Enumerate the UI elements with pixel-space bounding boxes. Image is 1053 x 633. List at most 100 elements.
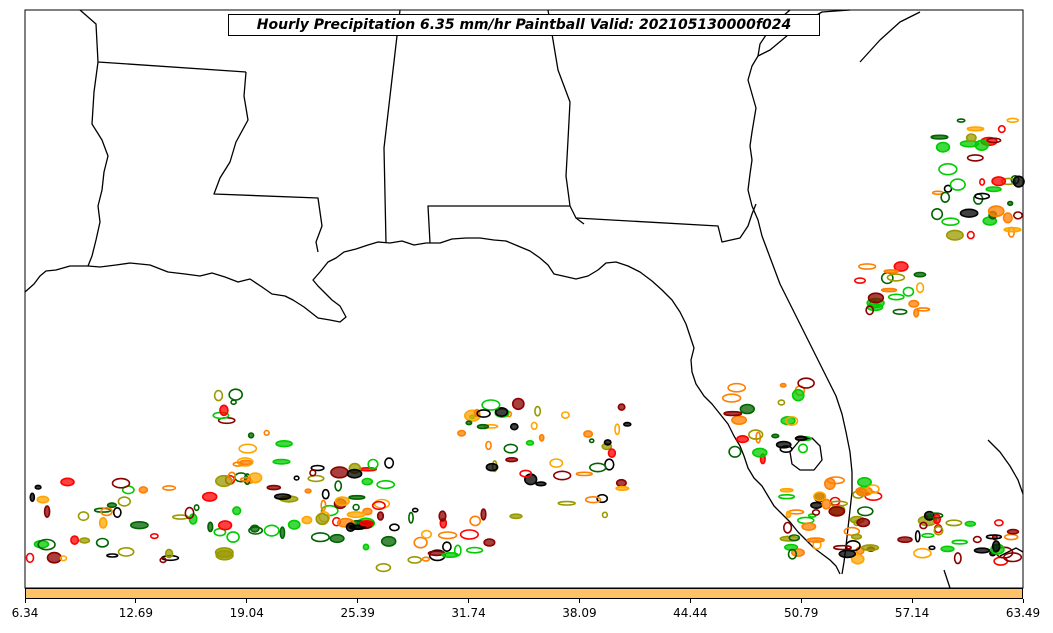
paintball-blob	[615, 478, 627, 488]
paintball-blob	[226, 531, 240, 543]
paintball-blob	[727, 382, 747, 393]
paintball-blob	[348, 524, 367, 530]
paintball-blob	[987, 205, 1005, 218]
paintball-blob	[893, 261, 909, 272]
paintball-blob	[966, 126, 985, 132]
paintball-blob	[930, 134, 949, 140]
paintball-blob	[892, 308, 908, 315]
paintball-blob	[902, 286, 915, 297]
paintball-blob	[248, 472, 263, 484]
paintball-blob	[622, 421, 632, 427]
paintball-blob	[301, 515, 313, 525]
paintball-blob	[821, 498, 832, 510]
paintball-blob	[275, 440, 293, 448]
colorbar-tick	[24, 599, 26, 603]
paintball-blob	[33, 539, 50, 549]
paintball-blob	[794, 435, 808, 441]
paintball-blob	[810, 501, 823, 509]
paintball-blob	[751, 447, 768, 458]
paintball-blob	[985, 186, 1002, 193]
paintball-blob	[329, 533, 345, 544]
paintball-blob	[1012, 175, 1025, 188]
paintball-blob	[914, 530, 921, 543]
paintball-blob	[437, 531, 458, 540]
paintball-blob	[787, 548, 798, 560]
colorbar-tick	[357, 599, 359, 603]
paintball-blob	[78, 537, 91, 544]
paintball-blob	[413, 536, 428, 549]
colorbar-tick-label: 31.74	[451, 606, 486, 620]
paintball-blob	[266, 484, 282, 491]
paintball-blob	[213, 389, 224, 402]
paintball-blob	[164, 548, 174, 559]
paintball-blob	[346, 511, 366, 519]
paintball-blob	[615, 485, 630, 492]
paintball-blob	[315, 512, 330, 526]
paintball-blob	[138, 486, 149, 494]
paintball-blob	[584, 496, 602, 504]
paintball-blob	[227, 471, 237, 481]
paintball-blob	[779, 445, 793, 453]
paintball-blob	[29, 492, 36, 503]
colorbar-tick-label: 19.04	[229, 606, 264, 620]
paintball-blob	[941, 217, 960, 226]
paintball-blob	[588, 438, 595, 444]
paintball-blob	[346, 468, 363, 479]
colorbar-tick-label: 63.49	[1005, 606, 1041, 620]
paintball-blob	[557, 500, 576, 506]
paintball-blob	[603, 439, 612, 446]
paintball-blob	[46, 551, 62, 564]
paintball-blob	[838, 549, 857, 559]
paintball-blob	[916, 307, 931, 312]
paintball-blob	[928, 545, 936, 551]
paintball-blob	[932, 513, 942, 525]
paintball-blob	[811, 509, 821, 516]
paintball-blob	[37, 538, 56, 551]
paintball-blob	[832, 544, 852, 551]
paintball-blob	[856, 476, 872, 488]
paintball-blob	[330, 466, 349, 479]
paintball-blob	[476, 423, 490, 430]
paintball-blob	[913, 271, 927, 278]
paintball-blob	[361, 477, 374, 486]
paintball-blob	[1002, 212, 1013, 224]
paintball-blob	[367, 458, 379, 470]
paintball-blob	[575, 471, 593, 477]
paintball-blob	[279, 526, 286, 540]
paintball-blob	[965, 133, 977, 143]
colorbar-tick	[578, 599, 580, 603]
paintball-blob	[407, 556, 423, 564]
paintball-blob	[509, 422, 519, 431]
paintball-blob	[951, 539, 969, 545]
paintball-blob	[974, 139, 989, 152]
coastline-and-borders	[24, 9, 1024, 589]
paintball-blob	[978, 178, 986, 186]
paintball-blob	[509, 513, 523, 520]
paintball-blob	[614, 423, 621, 436]
paintball-blob	[214, 474, 233, 488]
paintball-blob	[850, 553, 865, 565]
paintball-blob	[293, 475, 300, 481]
paintball-blob	[214, 547, 234, 558]
paintball-blob	[1006, 117, 1020, 124]
paintball-blob	[481, 399, 501, 411]
paintball-blob	[232, 461, 244, 467]
paintball-blob	[994, 519, 1004, 527]
precipitation-paintballs	[25, 117, 1025, 573]
paintball-blob	[797, 443, 809, 454]
paintball-blob	[953, 552, 962, 565]
paintball-blob	[352, 503, 360, 511]
colorbar-tick	[468, 599, 470, 603]
colorbar-tick-label: 12.69	[118, 606, 154, 620]
paintball-blob	[359, 519, 375, 527]
paintball-blob	[797, 377, 815, 389]
paintball-blob	[938, 163, 958, 176]
paintball-blob	[441, 551, 460, 558]
paintball-blob	[897, 536, 913, 543]
paintball-blob	[806, 537, 825, 543]
paintball-blob	[483, 538, 496, 547]
paintball-blob	[940, 191, 951, 203]
paintball-blob	[959, 208, 979, 218]
paintball-blob	[801, 522, 817, 531]
